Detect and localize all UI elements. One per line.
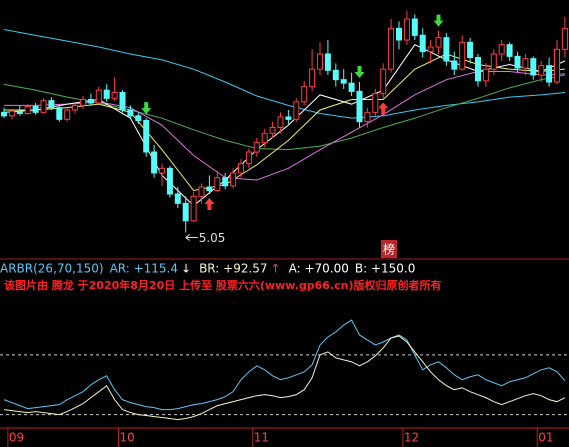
candle-body	[309, 68, 316, 88]
low-pointer	[185, 234, 198, 241]
candle-body	[324, 53, 331, 71]
candle-body	[419, 34, 426, 53]
x-tick-label: 12	[404, 431, 419, 445]
candle-body	[411, 18, 418, 36]
candle-body	[206, 186, 213, 191]
indicator-line	[3, 319, 566, 411]
candle-body	[482, 68, 489, 82]
candle-body	[174, 193, 181, 204]
sell-signal	[354, 66, 365, 78]
candle-body	[222, 177, 229, 187]
badge-box	[381, 240, 397, 258]
candle-body	[230, 172, 237, 187]
x-tick-label: 11	[254, 431, 269, 445]
candle-body	[80, 99, 86, 106]
candle-body	[506, 44, 513, 57]
x-tick-label: 09	[9, 431, 24, 445]
candle-body	[87, 99, 94, 104]
candle-body	[261, 132, 268, 144]
legend-label: BR: +92.57	[199, 262, 267, 276]
x-tick-label: 10	[120, 431, 135, 445]
candle-body	[388, 27, 395, 70]
trend-arrow: ↓	[181, 262, 191, 276]
candle-body	[459, 41, 466, 70]
buy-signal	[378, 102, 389, 115]
candle-body	[64, 109, 71, 120]
candle-body	[467, 41, 474, 58]
candle-body	[24, 106, 31, 114]
candle-body	[332, 69, 339, 81]
candle-body	[143, 120, 150, 153]
candle-body	[403, 18, 410, 41]
candle-body	[498, 44, 505, 55]
sell-signal	[433, 14, 444, 27]
candle-body	[396, 27, 402, 41]
candle-body	[166, 167, 173, 195]
moving-average-line	[3, 29, 565, 119]
candle-body	[372, 93, 379, 113]
candle-body	[198, 186, 205, 197]
candle-body	[214, 177, 221, 192]
candle-body	[245, 151, 252, 165]
sell-signal	[141, 102, 152, 115]
x-tick-label: 01	[538, 431, 553, 445]
candle-body	[475, 57, 481, 82]
badge: 榜	[383, 242, 395, 257]
candle-body	[151, 151, 158, 174]
candle-body	[103, 89, 110, 99]
candle-body	[56, 107, 63, 120]
candle-body	[135, 115, 142, 122]
candle-body	[253, 142, 260, 153]
candle-body	[490, 53, 497, 70]
indicator-title: ARBR(26,70,150)	[0, 262, 104, 276]
candle-body	[119, 92, 126, 111]
candle-body	[435, 37, 442, 48]
copyright-notice: 该图片由 腾龙 于2020年8月20日 上传至 股票六六(www.gp66.cn…	[4, 278, 442, 292]
candle-body	[269, 127, 276, 134]
candle-body	[111, 92, 118, 99]
candle-body	[182, 202, 189, 222]
candle-body	[554, 48, 560, 83]
candle-body	[364, 111, 371, 123]
legend-label: AR: +115.4	[110, 262, 178, 276]
candle-body	[538, 65, 545, 76]
reference-label: A: +70.00	[289, 262, 349, 276]
candle-body	[443, 37, 450, 62]
candle-body	[340, 79, 347, 84]
candle-body	[301, 86, 308, 103]
low-label: 5.05	[199, 231, 226, 245]
reference-label: B: +150.0	[355, 262, 416, 276]
candle-body	[95, 89, 102, 104]
candle-body	[285, 116, 292, 120]
candle-body	[48, 100, 55, 109]
candle-body	[522, 58, 529, 69]
candle-body	[127, 109, 134, 117]
buy-signal	[204, 198, 215, 210]
candle-body	[561, 27, 568, 50]
candle-body	[317, 53, 323, 70]
candle-body	[8, 110, 15, 117]
indicator-line	[3, 335, 566, 421]
trend-arrow: ↑	[271, 262, 281, 276]
candle-body	[380, 68, 387, 95]
candle-body	[40, 100, 47, 113]
candle-body	[348, 82, 355, 92]
candle-body	[427, 46, 434, 53]
candle-body	[159, 167, 165, 174]
candle-body	[1, 111, 7, 117]
candle-body	[451, 60, 458, 70]
candle-body	[72, 104, 79, 111]
candle-body	[238, 163, 244, 174]
candle-body	[190, 195, 197, 222]
candle-body	[16, 110, 23, 114]
candle-body	[530, 58, 537, 76]
candle-body	[514, 55, 521, 69]
candle-body	[277, 116, 284, 128]
candle-body	[546, 65, 553, 83]
candle-body	[293, 101, 300, 120]
candle-body	[356, 90, 363, 123]
candle-body	[32, 106, 39, 113]
